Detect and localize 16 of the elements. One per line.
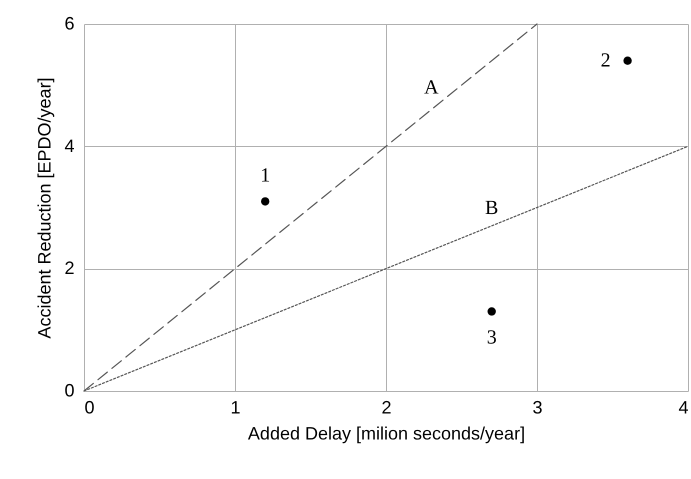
y-tick-label: 4	[64, 136, 74, 156]
x-tick-label: 1	[230, 398, 241, 418]
x-tick-label: 4	[678, 398, 688, 418]
annotation: A	[424, 76, 440, 99]
annotation: 1	[260, 164, 270, 186]
annotation: B	[485, 196, 498, 219]
x-axis-title: Added Delay [milion seconds/year]	[248, 424, 526, 444]
annotation: 2	[600, 50, 611, 72]
x-tick-label: 0	[84, 398, 95, 418]
annotation: 3	[486, 326, 497, 348]
x-tick-label: 2	[381, 398, 392, 418]
y-axis-title: Accident Reduction [EPDO/year]	[34, 77, 54, 339]
y-tick-label: 0	[64, 380, 74, 400]
y-tick-label: 6	[64, 14, 74, 34]
y-tick-label: 2	[64, 258, 74, 278]
x-tick-label: 3	[532, 398, 543, 418]
